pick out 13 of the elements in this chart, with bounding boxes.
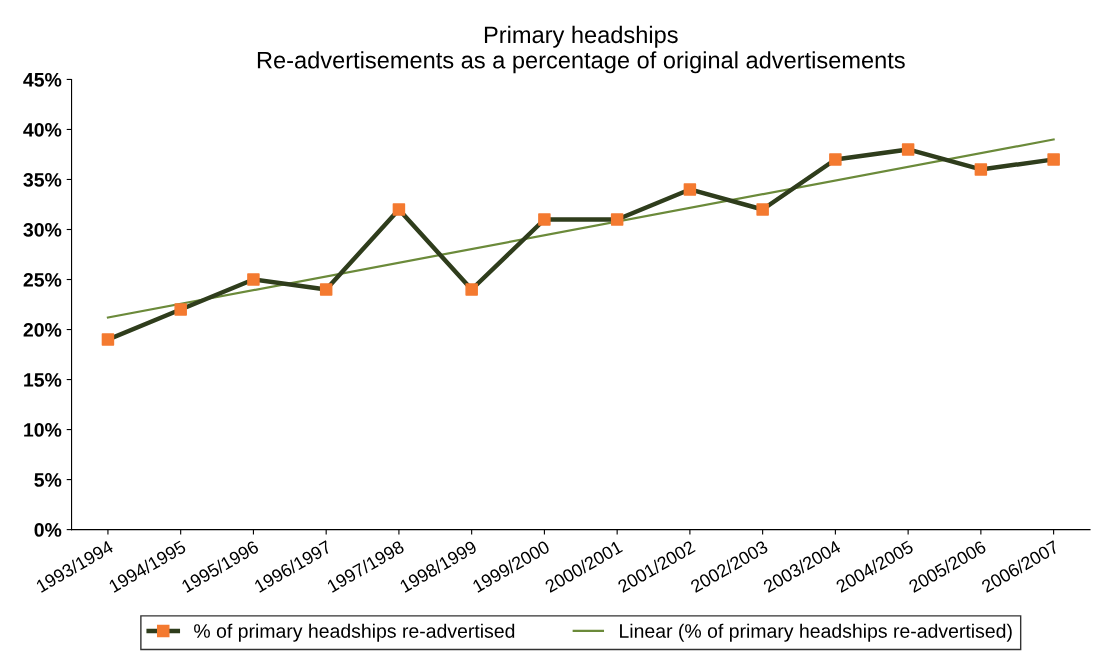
y-tick-label: 20% — [23, 323, 62, 337]
y-tick-label: 40% — [23, 122, 62, 137]
y-tick-label: 5% — [34, 473, 62, 487]
legend-label: Linear (% of primary headships re-advertised) — [620, 623, 1012, 642]
y-tick-label: 10% — [24, 423, 62, 437]
chart-title: Primary headships Re-advertisements as a percentage of original advertisements — [257, 25, 905, 74]
y-tick-label: 35% — [23, 172, 62, 187]
y-tick-label: 45% — [23, 72, 62, 87]
y-tick-label: 30% — [23, 222, 62, 237]
y-tick-label: 0% — [34, 523, 62, 537]
legend-label: % of primary headships re-advertised — [194, 623, 515, 642]
y-tick-label: 15% — [24, 373, 62, 387]
y-tick-label: 25% — [23, 272, 62, 287]
